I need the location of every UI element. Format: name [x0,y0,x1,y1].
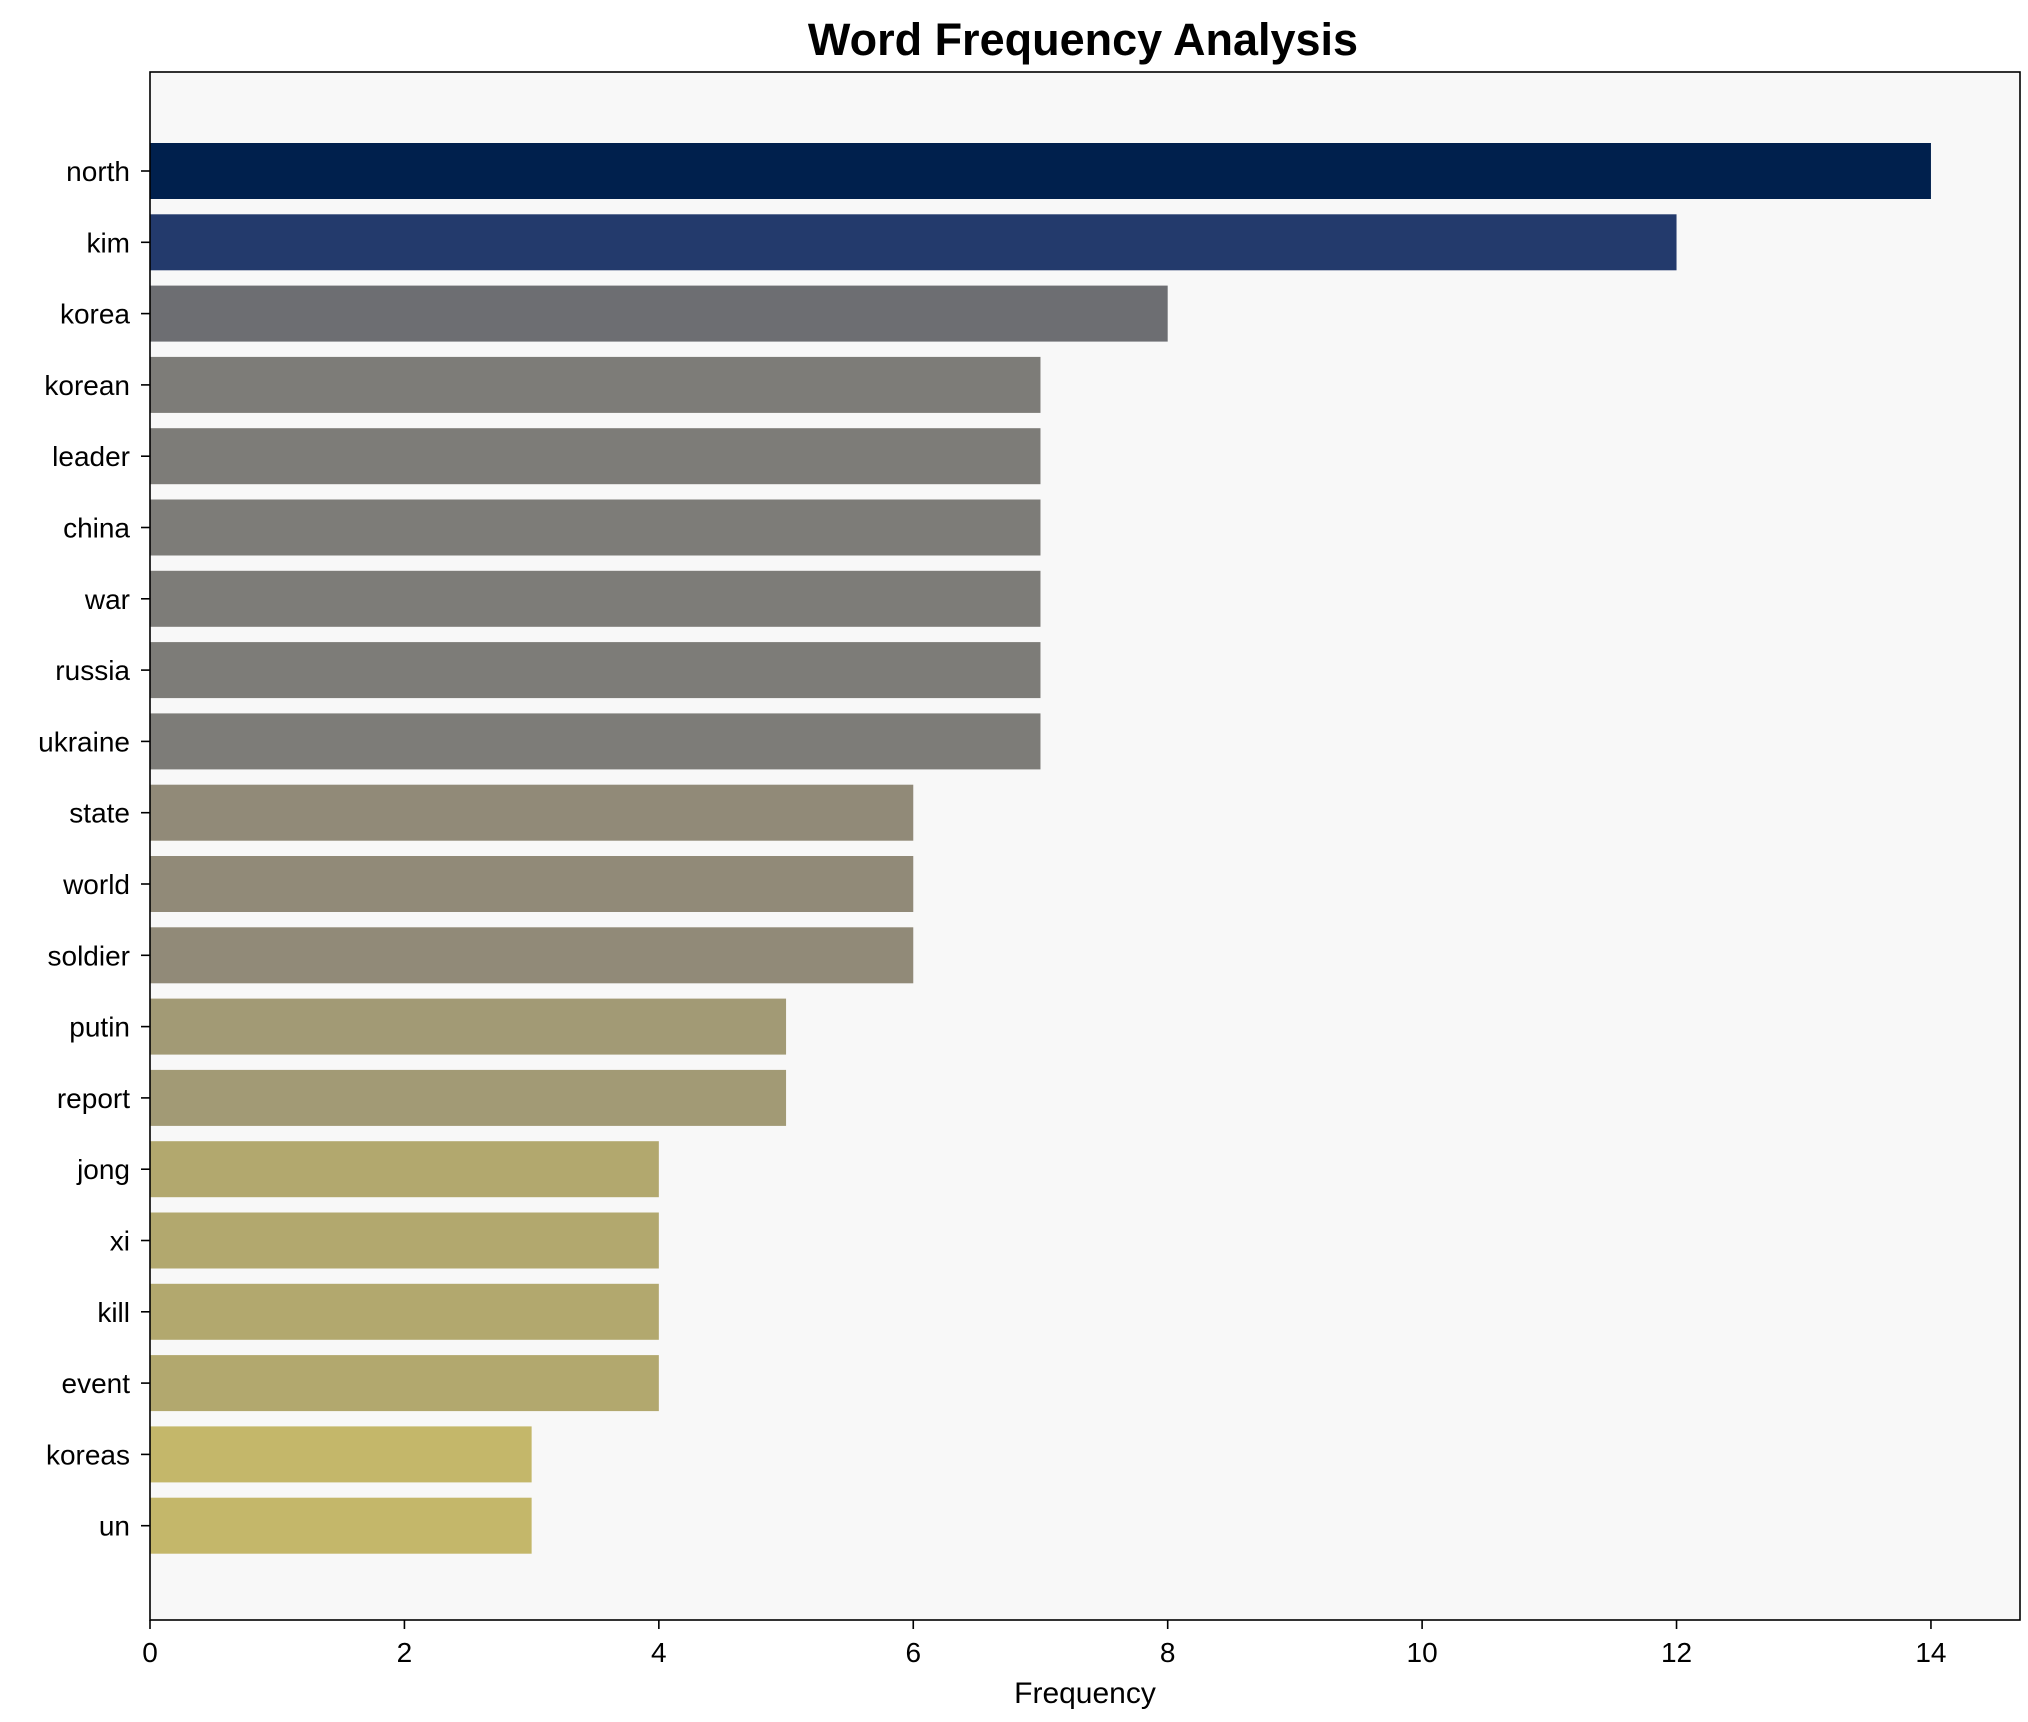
plot-frame [149,71,2021,1621]
bar-korea [150,285,1168,342]
bar-putin [150,998,787,1055]
x-tick-label: 12 [1661,1637,1692,1668]
bar-korean [150,356,1041,413]
bar-un [150,1497,532,1554]
y-tick-label: soldier [48,940,130,971]
x-axis-label: Frequency [1014,1677,1156,1710]
y-tick-label: koreas [46,1439,130,1470]
y-tick-label: ukraine [38,726,130,757]
x-tick-label: 4 [651,1637,667,1668]
bar-koreas [150,1426,532,1483]
bar-soldier [150,927,914,984]
y-tick-label: xi [110,1226,130,1257]
chart-title: Word Frequency Analysis [808,14,1358,65]
y-tick-label: korea [60,299,130,330]
y-tick-label: un [99,1511,130,1542]
x-tick-label: 8 [1160,1637,1176,1668]
x-tick-label: 14 [1915,1637,1946,1668]
y-tick-label: kill [97,1297,130,1328]
bar-jong [150,1141,659,1198]
bar-state [150,784,914,841]
y-tick-label: china [63,513,130,544]
bar-xi [150,1212,659,1269]
bar-kim [150,214,1677,271]
bar-leader [150,428,1041,485]
y-tick-label: kim [86,227,130,258]
y-tick-label: north [66,156,130,187]
y-tick-label: leader [52,441,130,472]
y-tick-label: jong [76,1154,130,1185]
y-tick-label: korean [44,370,130,401]
x-tick-label: 0 [142,1637,158,1668]
x-axis-ticks: 0 2 4 6 8 10 12 14 [142,1620,1947,1668]
x-tick-label: 10 [1407,1637,1438,1668]
y-tick-label: putin [69,1012,130,1043]
y-tick-label: report [57,1083,130,1114]
y-tick-label: state [69,798,130,829]
bar-russia [150,642,1041,699]
x-tick-label: 6 [905,1637,921,1668]
bars [150,143,1931,1554]
y-tick-label: russia [55,655,130,686]
bar-world [150,856,914,912]
bar-ukraine [150,713,1041,770]
y-axis-ticks: north kim korea korean leader china war russia u… [38,156,150,1542]
y-tick-label: event [62,1368,131,1399]
bar-war [150,570,1041,627]
bar-event [150,1355,659,1412]
x-tick-label: 2 [397,1637,413,1668]
bar-kill [150,1283,659,1340]
y-tick-label: world [62,869,130,900]
bar-china [150,499,1041,556]
y-tick-label: war [84,584,130,615]
bar-north [150,143,1931,199]
bar-report [150,1069,787,1126]
